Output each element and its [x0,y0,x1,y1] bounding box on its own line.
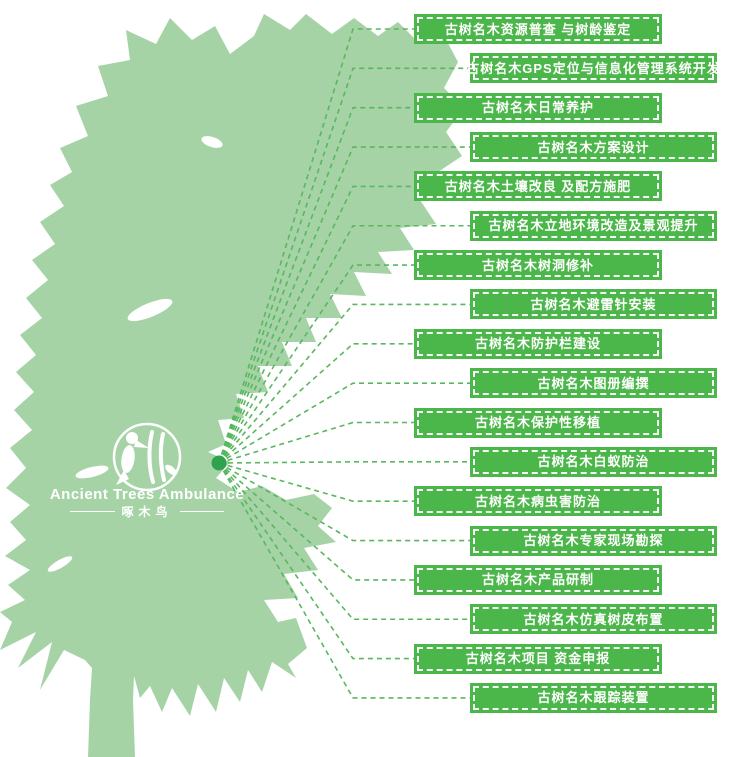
service-banner: 古树名木方案设计 [470,132,717,163]
connector-line [218,67,470,464]
connector-line [218,462,470,699]
connector-line [218,185,414,464]
service-banner-label: 古树名木跟踪装置 [537,690,650,706]
service-banner-label: 古树名木资源普查 与树龄鉴定 [444,21,632,37]
connector-line [218,462,414,660]
connector-line [218,462,414,503]
connector-line [218,106,414,464]
service-banner-label: 古树名木方案设计 [537,139,650,155]
connector-line [218,264,414,464]
logo-title: Ancient Trees Ambulance [49,486,245,503]
service-banner: 古树名木保护性移植 [414,407,662,438]
connector-line [218,462,414,581]
logo-subtitle-row: 啄木鸟 [70,503,225,520]
service-banner-label: 古树名木避雷针安装 [530,296,657,312]
service-banner-label: 古树名木项目 资金申报 [465,651,611,667]
service-banner: 古树名木专家现场勘探 [470,525,717,556]
service-banner-label: 古树名木立地环境改造及景观提升 [488,218,699,234]
service-banner: 古树名木项目 资金申报 [414,643,662,674]
connector-line [218,224,470,464]
service-banner: 古树名木GPS定位与信息化管理系统开发 [466,53,720,84]
connector-lines [218,28,470,699]
service-banner: 古树名木产品研制 [414,564,662,595]
canopy-gaps [47,136,223,572]
service-banner: 古树名木资源普查 与树龄鉴定 [414,14,662,44]
woodpecker-logo-icon [112,422,182,492]
service-banner-label: 古树名木土壤改良 及配方施肥 [444,178,632,194]
connector-line [218,303,470,464]
connector-line [218,421,414,464]
service-banner: 古树名木日常养护 [414,92,662,123]
service-banner-label: 古树名木白蚁防治 [537,454,650,470]
service-banner-label: 古树名木仿真树皮布置 [523,611,664,627]
service-banner: 古树名木病虫害防治 [414,486,662,517]
service-banner: 古树名木土壤改良 及配方施肥 [414,171,662,202]
tree-silhouette-illustration [0,14,464,757]
service-banner-label: 古树名木防护栏建设 [474,336,601,352]
service-banner-label: 古树名木树洞修补 [481,257,594,273]
subtitle-rule-left [70,511,115,512]
connector-line [218,382,470,464]
service-banner: 古树名木树洞修补 [414,250,662,281]
subtitle-rule-right [179,511,225,512]
service-banner: 古树名木白蚁防治 [470,446,717,477]
service-banner: 古树名木图册编撰 [470,368,717,399]
logo-subtitle: 啄木鸟 [121,505,173,519]
connector-line [218,462,470,542]
service-banner-label: 古树名木病虫害防治 [474,493,601,509]
service-banner: 古树名木避雷针安装 [470,289,717,320]
service-banner: 古树名木跟踪装置 [470,682,717,713]
connector-line [218,342,414,464]
connector-line [218,146,470,464]
connector-line [218,28,414,464]
service-banner-label: 古树名木日常养护 [481,100,594,116]
service-banner-label: 古树名木保护性移植 [474,415,601,430]
connector-line [218,462,470,621]
service-banner: 古树名木立地环境改造及景观提升 [470,210,717,241]
hub-dot [211,455,227,471]
service-banner-label: 古树名木产品研制 [481,572,594,588]
service-banner: 古树名木防护栏建设 [414,328,662,359]
service-banner: 古树名木仿真树皮布置 [470,604,717,635]
service-banner-label: 古树名木图册编撰 [537,375,650,391]
service-banner-label: 古树名木专家现场勘探 [523,533,664,549]
service-banner-label: 古树名木GPS定位与信息化管理系统开发 [466,60,721,76]
